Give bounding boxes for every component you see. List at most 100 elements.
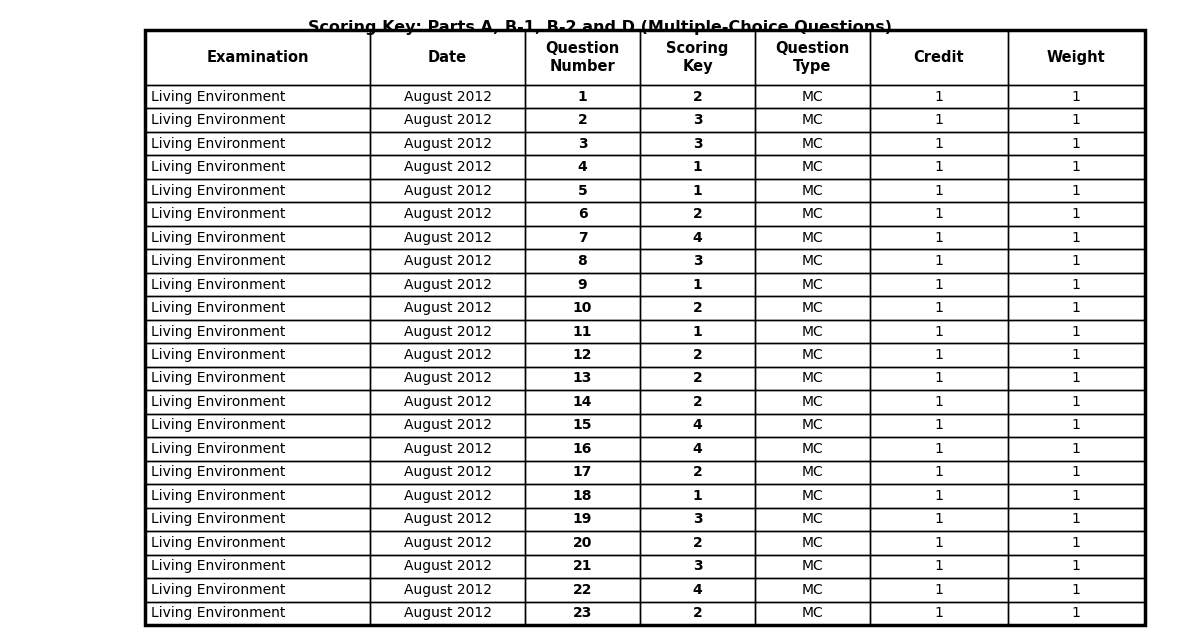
Text: 1: 1: [935, 512, 943, 526]
Text: Living Environment: Living Environment: [151, 231, 286, 244]
Bar: [755, 554, 870, 578]
Bar: [755, 273, 870, 296]
Bar: [145, 343, 370, 367]
Text: August 2012: August 2012: [403, 254, 492, 268]
Bar: [640, 179, 755, 202]
Text: 2: 2: [692, 536, 702, 550]
Bar: [370, 461, 526, 484]
Text: 1: 1: [692, 278, 702, 292]
Text: 1: 1: [1072, 113, 1081, 127]
Text: 1: 1: [1072, 418, 1081, 432]
Text: 1: 1: [935, 583, 943, 597]
Text: 1: 1: [935, 207, 943, 221]
Bar: [526, 108, 640, 132]
Text: 1: 1: [1072, 254, 1081, 268]
Bar: [755, 320, 870, 343]
Bar: [145, 226, 370, 249]
Text: 16: 16: [572, 442, 592, 456]
Text: 4: 4: [692, 442, 702, 456]
Text: 1: 1: [935, 301, 943, 315]
Bar: [145, 30, 1145, 625]
Text: 1: 1: [1072, 278, 1081, 292]
Bar: [526, 390, 640, 414]
Text: 1: 1: [1072, 160, 1081, 174]
Text: MC: MC: [802, 278, 823, 292]
Bar: [370, 414, 526, 437]
Text: August 2012: August 2012: [403, 395, 492, 409]
Bar: [870, 179, 1008, 202]
Text: MC: MC: [802, 324, 823, 338]
Bar: [755, 202, 870, 226]
Text: MC: MC: [802, 606, 823, 621]
Bar: [755, 226, 870, 249]
Text: Living Environment: Living Environment: [151, 254, 286, 268]
Text: 2: 2: [692, 606, 702, 621]
Text: 1: 1: [577, 89, 587, 104]
Bar: [870, 390, 1008, 414]
Bar: [870, 85, 1008, 108]
Bar: [1008, 320, 1145, 343]
Bar: [640, 602, 755, 625]
Text: 1: 1: [1072, 231, 1081, 244]
Bar: [526, 85, 640, 108]
Bar: [870, 156, 1008, 179]
Text: 9: 9: [577, 278, 587, 292]
Bar: [526, 320, 640, 343]
Text: MC: MC: [802, 137, 823, 151]
Bar: [755, 414, 870, 437]
Bar: [526, 554, 640, 578]
Text: MC: MC: [802, 89, 823, 104]
Bar: [370, 508, 526, 531]
Text: Living Environment: Living Environment: [151, 442, 286, 456]
Text: 14: 14: [572, 395, 593, 409]
Bar: [640, 202, 755, 226]
Bar: [1008, 179, 1145, 202]
Text: 1: 1: [1072, 466, 1081, 479]
Bar: [755, 343, 870, 367]
Text: 22: 22: [572, 583, 593, 597]
Bar: [370, 249, 526, 273]
Bar: [640, 367, 755, 390]
Text: Living Environment: Living Environment: [151, 536, 286, 550]
Text: 6: 6: [577, 207, 587, 221]
Text: 1: 1: [935, 536, 943, 550]
Text: MC: MC: [802, 372, 823, 386]
Text: 1: 1: [1072, 583, 1081, 597]
Bar: [640, 320, 755, 343]
Text: August 2012: August 2012: [403, 418, 492, 432]
Bar: [755, 390, 870, 414]
Bar: [370, 273, 526, 296]
Text: Living Environment: Living Environment: [151, 301, 286, 315]
Bar: [1008, 602, 1145, 625]
Text: MC: MC: [802, 583, 823, 597]
Text: Living Environment: Living Environment: [151, 372, 286, 386]
Text: August 2012: August 2012: [403, 606, 492, 621]
Text: 21: 21: [572, 559, 593, 573]
Text: August 2012: August 2012: [403, 466, 492, 479]
Text: 1: 1: [935, 489, 943, 503]
Text: MC: MC: [802, 113, 823, 127]
Text: 17: 17: [572, 466, 592, 479]
Text: 1: 1: [1072, 606, 1081, 621]
Text: Credit: Credit: [913, 50, 964, 65]
Text: August 2012: August 2012: [403, 207, 492, 221]
Text: 2: 2: [692, 207, 702, 221]
Bar: [640, 108, 755, 132]
Bar: [755, 437, 870, 461]
Bar: [755, 249, 870, 273]
Bar: [870, 531, 1008, 554]
Text: 1: 1: [935, 160, 943, 174]
Text: 4: 4: [692, 583, 702, 597]
Text: MC: MC: [802, 442, 823, 456]
Bar: [870, 578, 1008, 602]
Text: 1: 1: [935, 372, 943, 386]
Text: 2: 2: [692, 372, 702, 386]
Bar: [755, 132, 870, 156]
Text: 19: 19: [572, 512, 592, 526]
Text: 1: 1: [1072, 207, 1081, 221]
Bar: [870, 367, 1008, 390]
Text: 3: 3: [692, 113, 702, 127]
Text: August 2012: August 2012: [403, 512, 492, 526]
Bar: [145, 602, 370, 625]
Bar: [870, 602, 1008, 625]
